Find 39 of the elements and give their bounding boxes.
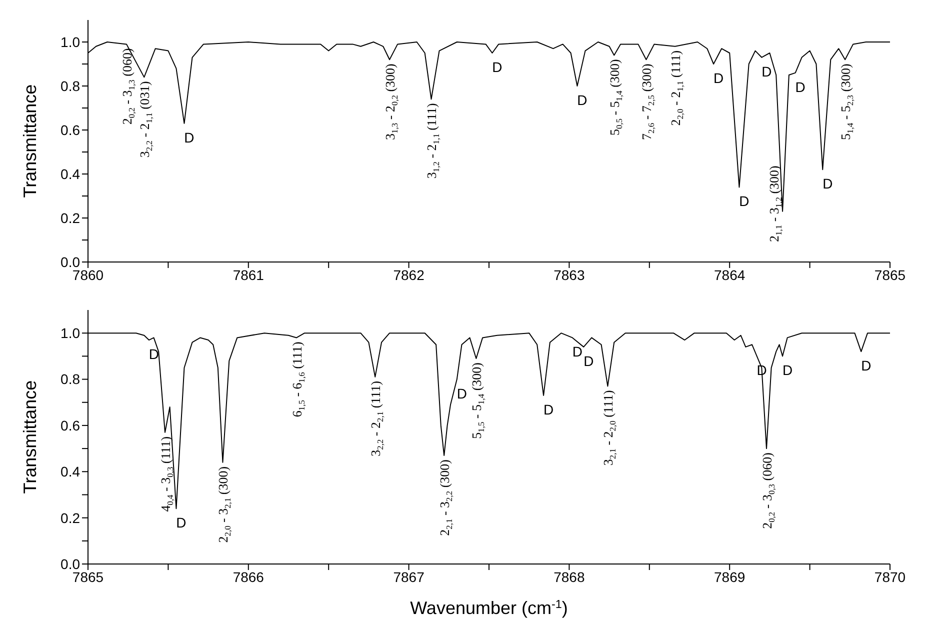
y-tick-label: 0.4 [60, 166, 80, 182]
x-tick-label: 7865 [874, 266, 906, 283]
annotation: D [762, 63, 772, 80]
annotation: D [584, 352, 594, 369]
annotation: D [176, 514, 186, 531]
y-tick-label: 0.6 [60, 122, 80, 138]
annotation: D [543, 401, 554, 418]
annotation: D [456, 385, 467, 402]
annotation: D [782, 362, 793, 378]
y-axis-title: Transmittance [20, 380, 40, 494]
y-tick-label: 1.0 [60, 34, 80, 50]
y-tick-label: 0.6 [60, 417, 80, 434]
annotation: D [795, 78, 806, 95]
x-tick-label: 7864 [714, 266, 746, 283]
annotation: D [184, 129, 194, 146]
x-tick-label: 7861 [232, 266, 264, 283]
x-tick-label: 7869 [714, 568, 746, 585]
annotation: D [577, 92, 588, 108]
x-tick-label: 7870 [874, 568, 906, 585]
x-tick-label: 7868 [554, 568, 585, 585]
x-axis-title: Wavenumber (cm$^{-1}$) [410, 598, 568, 618]
y-tick-label: 0.8 [60, 78, 80, 94]
x-tick-label: 7862 [393, 266, 425, 283]
y-tick-label: 0.2 [60, 210, 80, 226]
annotation: D [822, 176, 833, 192]
y-tick-label: 0.2 [60, 510, 80, 526]
annotation: D [492, 59, 502, 75]
annotation: D [572, 344, 582, 360]
y-tick-label: 0.8 [60, 371, 80, 388]
y-tick-label: 1.0 [60, 325, 80, 342]
annotation: D [861, 358, 872, 374]
x-tick-label: 7867 [393, 568, 425, 585]
y-axis-title: Transmittance [20, 84, 40, 198]
y-tick-label: 0.4 [60, 464, 80, 480]
x-tick-label: 7866 [232, 568, 264, 585]
annotation: D [739, 193, 750, 210]
x-tick-label: 7863 [554, 266, 585, 283]
annotation: D [713, 70, 724, 86]
annotation: D [148, 346, 160, 362]
